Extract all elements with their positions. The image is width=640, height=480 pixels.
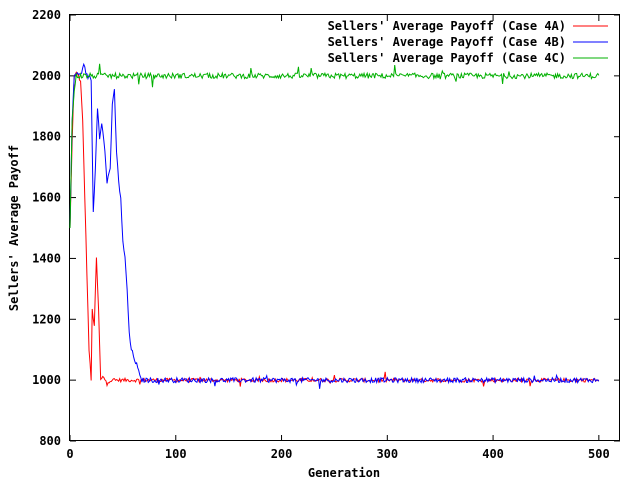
legend-label: Sellers' Average Payoff (Case 4A) — [328, 19, 566, 33]
y-tick-label: 1400 — [32, 251, 61, 265]
x-tick-label: 400 — [482, 447, 504, 461]
x-axis-label: Generation — [308, 466, 380, 480]
x-tick-label: 200 — [271, 447, 293, 461]
plot-frame — [69, 14, 620, 441]
series-line-3 — [69, 63, 600, 229]
y-tick-label: 2200 — [32, 8, 61, 22]
y-axis: 800 1000 1200 1400 1600 1800 2000 2200 — [32, 8, 620, 448]
y-axis-label: Sellers' Average Payoff — [7, 145, 21, 311]
y-tick-label: 1200 — [32, 312, 61, 326]
y-tick-label: 800 — [39, 434, 61, 448]
legend-label: Sellers' Average Payoff (Case 4C) — [328, 51, 566, 65]
y-tick-label: 1800 — [32, 130, 61, 144]
series-line-1 — [69, 71, 600, 388]
x-tick-label: 500 — [588, 447, 610, 461]
series-line-2 — [69, 62, 600, 389]
x-tick-label: 300 — [376, 447, 398, 461]
legend-label: Sellers' Average Payoff (Case 4B) — [328, 35, 566, 49]
y-tick-label: 1600 — [32, 191, 61, 205]
series-layer — [69, 62, 600, 389]
x-tick-label: 100 — [165, 447, 187, 461]
legend: Sellers' Average Payoff (Case 4A) Sellers… — [328, 19, 608, 65]
y-tick-label: 2000 — [32, 69, 61, 83]
x-axis: 0 100 200 300 400 500 — [66, 15, 610, 461]
x-tick-label: 0 — [66, 447, 73, 461]
y-tick-label: 1000 — [32, 373, 61, 387]
